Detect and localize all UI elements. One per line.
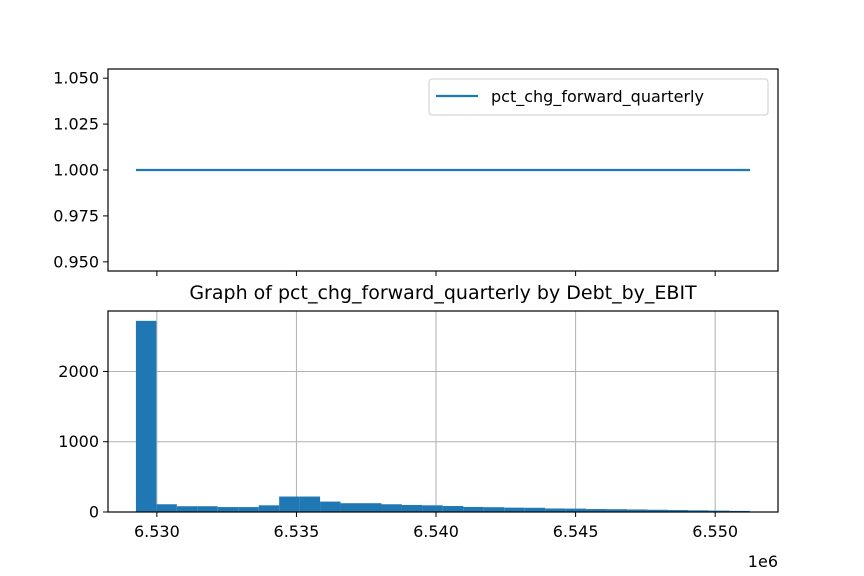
histogram-bar (442, 506, 464, 512)
histogram-bar (156, 504, 177, 512)
bottom-x-tick-label: 6.535 (274, 522, 320, 541)
top-y-tick-label: 1.050 (53, 69, 99, 88)
histogram-bar (258, 505, 280, 512)
histogram-bar (299, 496, 321, 512)
histogram-bar (565, 508, 587, 512)
bottom-x-tick-label: 6.530 (134, 522, 180, 541)
histogram-bar (238, 507, 259, 512)
bottom-x-ticks: 6.530 6.535 6.540 6.545 6.550 (134, 512, 738, 541)
bottom-y-tick-label: 0 (89, 503, 99, 522)
histogram-bar (504, 507, 525, 512)
top-axes-frame (107, 68, 779, 272)
histogram-bars (135, 320, 750, 512)
top-y-tick-label: 0.975 (53, 206, 99, 225)
bottom-axes-frame (107, 310, 779, 513)
histogram-bar (401, 504, 423, 512)
histogram-bar (708, 510, 730, 512)
line-plot-axes: 0.950 0.975 1.000 1.025 1.050 pct_chg_forwar… (53, 68, 779, 276)
histogram-bar (217, 507, 239, 512)
top-y-ticks: 0.950 0.975 1.000 1.025 1.050 (53, 69, 108, 271)
histogram-bar (422, 505, 443, 512)
histogram-title: Graph of pct_chg_forward_quarterly by De… (189, 282, 697, 304)
top-x-ticks (156, 271, 716, 276)
histogram-bar (176, 506, 198, 512)
legend-label-pct-chg-forward-quarterly: pct_chg_forward_quarterly (491, 87, 704, 107)
histogram-bar (667, 510, 689, 512)
histogram-bar (627, 509, 648, 512)
top-y-tick-label: 1.025 (53, 115, 99, 134)
histogram-bar (545, 508, 566, 512)
histogram-bar (381, 504, 402, 512)
histogram-bar (586, 509, 607, 512)
bottom-x-tick-label: 6.550 (692, 522, 738, 541)
legend: pct_chg_forward_quarterly (428, 78, 769, 116)
top-y-tick-label: 0.950 (53, 252, 99, 271)
histogram-bar (688, 510, 709, 512)
histogram-bar (647, 509, 668, 512)
x-offset-label: 1e6 (748, 552, 778, 571)
histogram-bar (524, 507, 546, 512)
histogram-bar (135, 320, 157, 512)
histogram-bar (320, 501, 341, 512)
histogram-bar (361, 503, 382, 512)
histogram-axes: Graph of pct_chg_forward_quarterly by De… (58, 282, 779, 571)
bottom-x-tick-label: 6.545 (553, 522, 599, 541)
histogram-bar (340, 503, 362, 512)
bottom-x-tick-label: 6.540 (413, 522, 459, 541)
histogram-bar (197, 506, 218, 512)
histogram-bar (606, 509, 628, 512)
histogram-bar (463, 506, 484, 512)
histogram-bar (483, 507, 505, 512)
top-y-tick-label: 1.000 (53, 161, 99, 180)
bottom-y-tick-label: 1000 (58, 432, 99, 451)
bottom-y-ticks: 0 1000 2000 (58, 362, 108, 522)
bottom-y-tick-label: 2000 (58, 362, 99, 381)
histogram-bar (279, 496, 300, 512)
legend-box (428, 78, 769, 116)
